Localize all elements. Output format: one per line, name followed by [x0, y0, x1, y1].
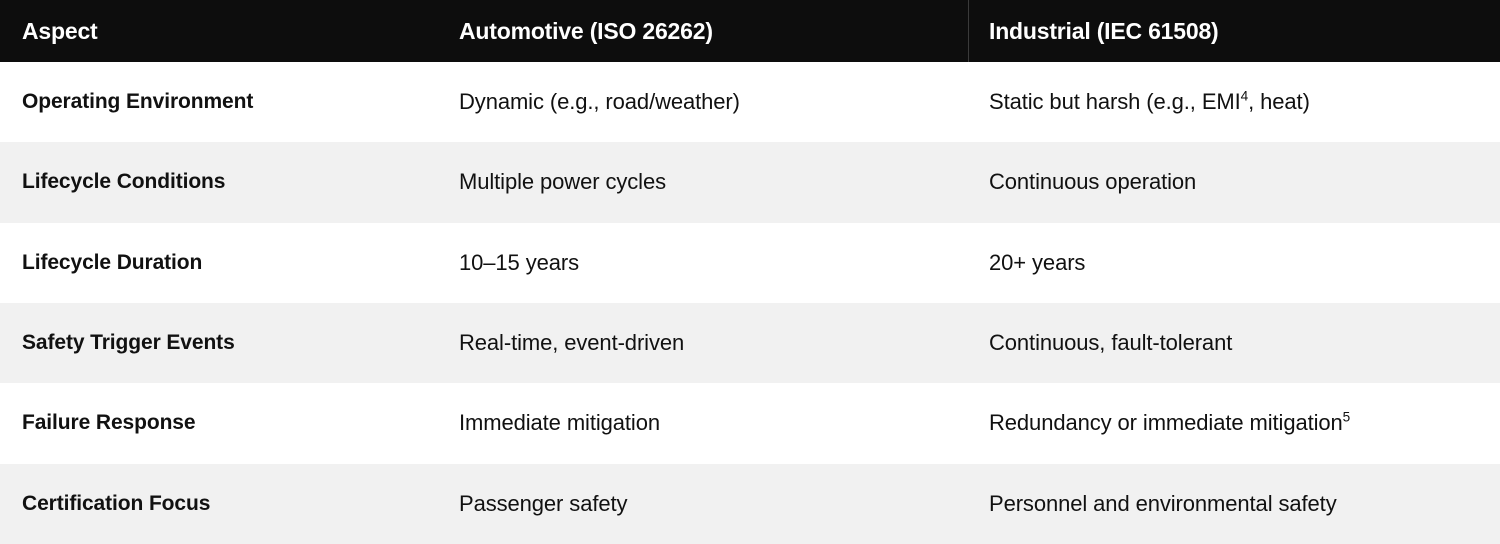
table-row: Certification Focus Passenger safety Per…	[0, 463, 1500, 544]
cell-automotive: Real-time, event-driven	[459, 330, 685, 356]
cell-aspect: Failure Response	[22, 411, 196, 435]
cell-automotive: Passenger safety	[459, 490, 628, 516]
table-row: Operating Environment Dynamic (e.g., roa…	[0, 62, 1500, 143]
cell-aspect: Certification Focus	[22, 491, 211, 515]
footnote-marker: 4	[1240, 88, 1249, 104]
footnote-marker: 5	[1342, 410, 1351, 426]
table-row: Lifecycle Conditions Multiple power cycl…	[0, 142, 1500, 223]
column-header-industrial: Industrial (IEC 61508)	[968, 0, 1500, 62]
cell-industrial: Personnel and environmental safety	[968, 464, 1500, 544]
cell-aspect: Operating Environment	[22, 90, 254, 114]
table-body: Operating Environment Dynamic (e.g., roa…	[0, 62, 1500, 544]
cell-industrial: 20+ years	[968, 223, 1500, 303]
cell-aspect: Lifecycle Conditions	[22, 170, 226, 194]
cell-industrial: Static but harsh (e.g., EMI4, heat)	[968, 62, 1500, 142]
cell-automotive: 10–15 years	[459, 249, 579, 275]
cell-automotive: Multiple power cycles	[459, 169, 666, 195]
cell-industrial-tail: , heat)	[1248, 89, 1310, 115]
cell-industrial-text: 20+ years	[989, 249, 1086, 275]
column-header-aspect: Aspect	[22, 17, 98, 44]
cell-industrial-text: Static but harsh (e.g., EMI	[989, 89, 1241, 115]
table-row: Failure Response Immediate mitigation Re…	[0, 383, 1500, 464]
cell-industrial-text: Redundancy or immediate mitigation	[989, 410, 1343, 436]
cell-industrial-text: Continuous operation	[989, 169, 1197, 195]
cell-industrial-text: Personnel and environmental safety	[989, 490, 1337, 516]
header-row: Aspect Automotive (ISO 26262) Industrial…	[0, 0, 1500, 62]
table-row: Lifecycle Duration 10–15 years 20+ years	[0, 222, 1500, 303]
cell-aspect: Lifecycle Duration	[22, 250, 203, 274]
column-header-automotive: Automotive (ISO 26262)	[459, 17, 713, 44]
table-header: Aspect Automotive (ISO 26262) Industrial…	[0, 0, 1500, 62]
cell-industrial: Redundancy or immediate mitigation5	[968, 383, 1500, 463]
cell-industrial: Continuous, fault-tolerant	[968, 303, 1500, 383]
cell-aspect: Safety Trigger Events	[22, 331, 235, 355]
table-row: Safety Trigger Events Real-time, event-d…	[0, 302, 1500, 384]
cell-industrial-text: Continuous, fault-tolerant	[989, 330, 1233, 356]
cell-automotive: Immediate mitigation	[459, 410, 660, 436]
cell-industrial: Continuous operation	[968, 142, 1500, 222]
cell-automotive: Dynamic (e.g., road/weather)	[459, 89, 740, 115]
